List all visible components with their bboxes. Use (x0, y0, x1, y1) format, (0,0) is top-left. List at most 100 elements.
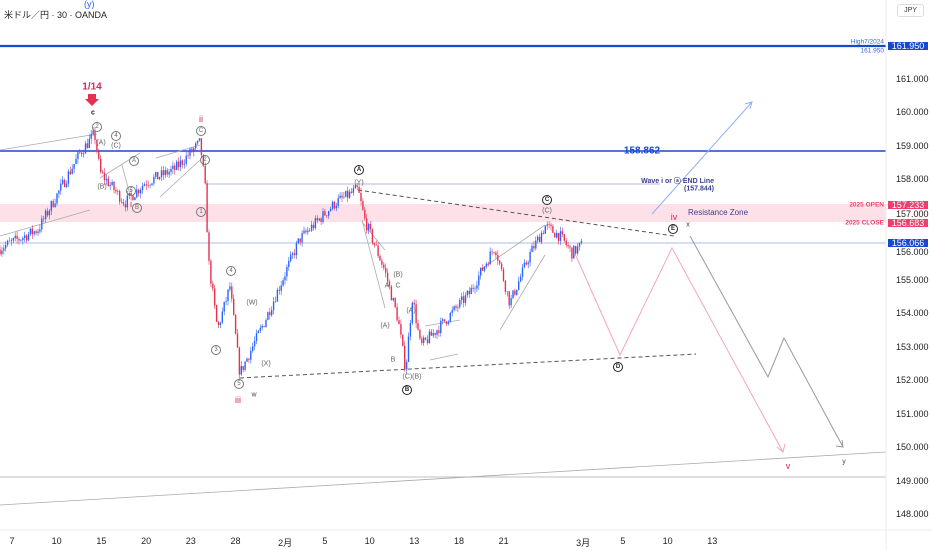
wave-E-circle: E (668, 224, 678, 234)
candle-body (451, 310, 453, 313)
candle-body (563, 234, 565, 241)
candle-body (358, 187, 360, 193)
candle-body (322, 211, 324, 222)
candle-body (514, 290, 516, 295)
candle-body (79, 152, 81, 153)
wave-ii-label: ii (199, 114, 203, 124)
candle-body (122, 202, 125, 205)
candle-body (440, 320, 442, 334)
candle-body (533, 245, 535, 249)
candle-body (101, 171, 104, 174)
candle-body (8, 240, 11, 242)
candle-body (234, 314, 237, 334)
candle-body (145, 184, 147, 186)
candle-body (537, 236, 539, 241)
candle-body (103, 173, 106, 181)
tag-156066: 156.066 (888, 239, 928, 248)
wave-C-circle: C (542, 195, 552, 205)
candle-body (407, 336, 410, 363)
candle-body (107, 178, 109, 187)
candle-body (371, 229, 374, 243)
candle-body (153, 176, 155, 184)
candle-body (5, 244, 7, 249)
time-tick: 7 (9, 536, 15, 546)
candle-body (136, 189, 138, 198)
candle-body (39, 229, 41, 232)
time-tick: 13 (707, 536, 718, 546)
candle-body (208, 232, 210, 261)
pink-projection-path (575, 246, 784, 453)
candle-body (367, 223, 370, 231)
candle-body (398, 320, 400, 325)
candle-body (535, 240, 537, 249)
candle-body (31, 228, 33, 235)
candle-body (341, 195, 343, 198)
candle-body (261, 325, 263, 328)
candle-body (240, 366, 242, 375)
candle-body (419, 329, 421, 339)
close-2025-label: 2025 CLOSE (845, 219, 884, 227)
wave-2-circle: 2 (92, 122, 102, 132)
candle-body (409, 322, 412, 337)
candle-body (485, 263, 488, 267)
lower-dashed-trendline (239, 353, 697, 379)
candle-body (210, 260, 212, 284)
time-tick: 10 (364, 536, 375, 546)
candle-body (348, 191, 351, 198)
candle-body (20, 239, 22, 241)
candle-body (293, 253, 296, 256)
candle-body (212, 283, 214, 289)
candle-body (0, 249, 1, 255)
candle-body (291, 253, 294, 255)
candle-body (223, 301, 225, 312)
candle-body (307, 230, 309, 233)
candle-body (176, 161, 178, 170)
candle-body (215, 305, 218, 322)
price-tick: 161.000 (896, 74, 929, 84)
wave-pA-label-b: (A) (380, 322, 390, 330)
candle-body (299, 238, 301, 243)
candle-body (531, 245, 533, 253)
wave-2-circle-b: 2 (200, 155, 210, 165)
candle-body (77, 152, 79, 159)
candle-body (242, 366, 244, 370)
time-tick: 21 (498, 536, 509, 546)
candle-body (269, 312, 271, 316)
candle-body (132, 195, 134, 201)
candle-body (50, 201, 52, 211)
candle-body (347, 190, 349, 198)
time-tick: 10 (51, 536, 62, 546)
candle-body (195, 143, 197, 149)
candle-body (364, 209, 366, 219)
candle-body (174, 165, 176, 170)
candle-body (457, 307, 459, 308)
candle-body (286, 267, 288, 277)
price-tick: 158.000 (896, 174, 929, 185)
candle-body (170, 169, 172, 172)
candle-body (288, 260, 290, 268)
currency-button[interactable]: JPY (897, 4, 924, 17)
candle-body (508, 291, 510, 306)
candle-body (575, 245, 577, 254)
time-tick: 5 (322, 536, 328, 546)
time-tick: 10 (662, 536, 673, 546)
candle-body (329, 208, 332, 212)
blue-projection-arrow (651, 101, 753, 215)
candle-body (41, 218, 43, 230)
wave-pCB-label: (C)(B) (402, 373, 422, 381)
candle-body (324, 211, 326, 216)
wave-v-label: v (785, 461, 791, 471)
candle-body (404, 345, 406, 370)
candle-body (198, 138, 201, 141)
wave-w-label: w (251, 391, 257, 399)
candle-body (54, 203, 56, 207)
candle-body (466, 290, 469, 296)
candle-body (193, 148, 195, 152)
candle-body (191, 148, 193, 152)
wave-c-label: c (91, 109, 95, 117)
candle-body (421, 338, 423, 344)
channel-lines (0, 133, 546, 361)
candle-body (491, 251, 493, 253)
candle-body (60, 183, 62, 191)
